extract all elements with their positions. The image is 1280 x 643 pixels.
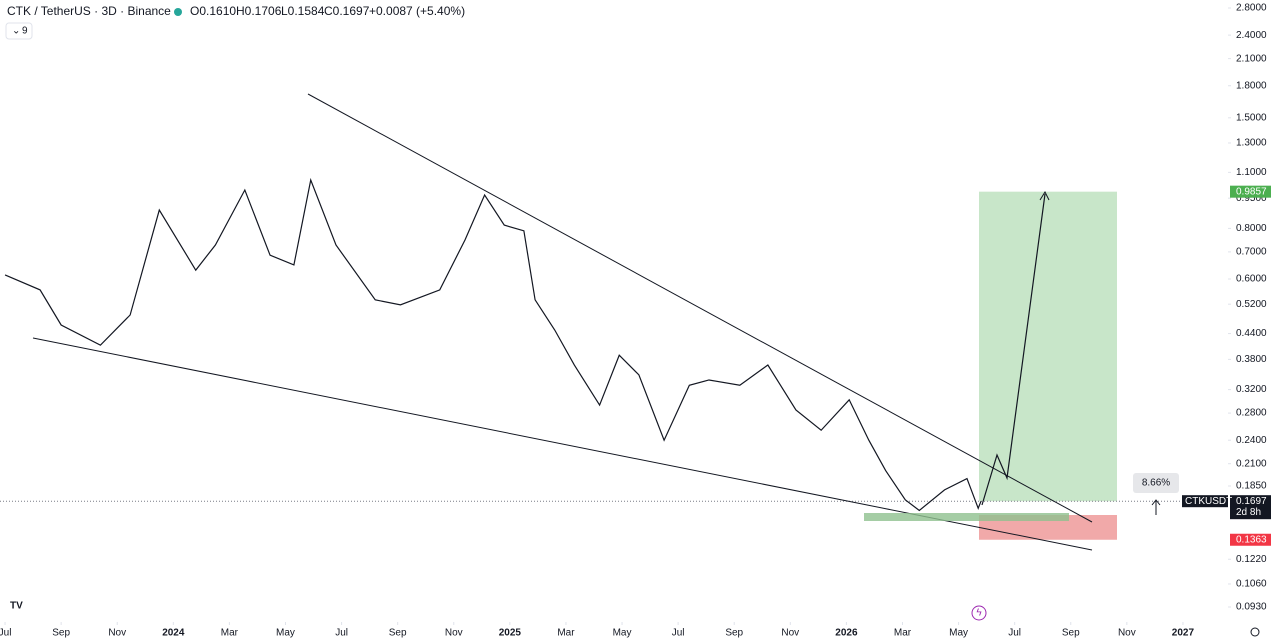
y-tick-label: 0.6000 (1236, 274, 1267, 285)
status-dot (174, 8, 182, 16)
indicator-toggle[interactable] (5, 22, 33, 40)
y-tick-label: 0.0930 (1236, 602, 1267, 613)
y-tick-label: 0.7000 (1236, 247, 1267, 258)
y-tick-label: 0.1060 (1236, 579, 1267, 590)
x-tick-label: Nov (781, 628, 799, 639)
event-icon[interactable] (971, 605, 987, 621)
x-tick-label: Sep (725, 628, 743, 639)
projection-path (981, 193, 1046, 506)
x-tick-label: Sep (52, 628, 70, 639)
y-tick-label: 0.2400 (1236, 435, 1267, 446)
y-tick-label: 0.9500 (1236, 193, 1267, 204)
target-price: 0.9857 (1236, 186, 1267, 197)
x-tick-label: Jul (1008, 628, 1021, 639)
y-tick-label: 0.5200 (1236, 299, 1267, 310)
x-tick-label: Mar (221, 628, 239, 639)
last-price-bg (1230, 495, 1271, 520)
x-tick-label: Mar (557, 628, 575, 639)
x-tick-label: May (276, 628, 295, 639)
y-tick-label: 0.4400 (1236, 328, 1267, 339)
event-glyph: ϟ (976, 608, 982, 619)
change: +0.0087 (+5.40%) (369, 4, 465, 18)
target-price-bg (1230, 185, 1271, 198)
x-tick-label: Sep (1062, 628, 1080, 639)
low: L0.1584 (281, 4, 325, 18)
x-tick-label: Mar (894, 628, 912, 639)
y-tick-label: 0.3800 (1236, 354, 1267, 365)
close: C0.1697 (324, 4, 370, 18)
y-tick-label: 0.2100 (1236, 458, 1267, 469)
x-tick-label: 2027 (1172, 628, 1195, 639)
x-tick-label: Jul (335, 628, 348, 639)
x-tick-label: Nov (108, 628, 126, 639)
percent-bg (1133, 473, 1179, 493)
stop-price: 0.1363 (1236, 534, 1267, 545)
x-tick-label: Nov (445, 628, 463, 639)
y-tick-label: 1.8000 (1236, 80, 1267, 91)
x-tick-label: 2024 (162, 628, 185, 639)
y-tick-label: 0.1850 (1236, 481, 1267, 492)
y-tick-label: 0.2800 (1236, 408, 1267, 419)
y-tick-label: 0.1220 (1236, 554, 1267, 565)
projection-arrow (1039, 190, 1050, 201)
y-tick-label: 2.4000 (1236, 30, 1267, 41)
arrow-icon (1151, 499, 1161, 515)
target-zone (979, 191, 1117, 502)
percent: 8.66% (1142, 478, 1170, 489)
x-tick-label: 2026 (835, 628, 858, 639)
symbol-tag: CTKUSDT (1185, 496, 1232, 507)
x-tick-label: Sep (389, 628, 407, 639)
x-tick-label: 2025 (499, 628, 522, 639)
x-tick-label: Nov (1118, 628, 1136, 639)
y-tick-label: 2.8000 (1236, 3, 1267, 14)
y-tick-label: 0.8000 (1236, 223, 1267, 234)
symbol: CTK / TetherUS · 3D · Binance (7, 4, 171, 18)
symbol-tag-bg (1182, 495, 1228, 508)
last-price: 0.1697 (1236, 496, 1267, 507)
y-tick-label: 0.3200 (1236, 384, 1267, 395)
y-tick-label: 1.1000 (1236, 167, 1267, 178)
x-tick-label: May (613, 628, 632, 639)
y-tick-label: 2.1000 (1236, 53, 1267, 64)
indicator-count: 9 (22, 26, 28, 37)
tv-logo: TV (10, 601, 23, 612)
upper-trendline (307, 93, 1093, 523)
y-tick-label: 1.3000 (1236, 138, 1267, 149)
open: O0.1610 (190, 4, 236, 18)
countdown: 2d 8h (1236, 507, 1261, 518)
price-series (4, 177, 982, 512)
x-tick-label: Jul (0, 628, 11, 639)
support-zone (864, 513, 1069, 521)
x-tick-label: Jul (672, 628, 685, 639)
y-tick-label: 1.5000 (1236, 112, 1267, 123)
stop-price-bg (1230, 533, 1271, 546)
x-tick-label: May (949, 628, 968, 639)
high: H0.1706 (236, 4, 282, 18)
settings-icon[interactable] (1250, 627, 1260, 637)
chevron: ⌄ (12, 26, 20, 37)
